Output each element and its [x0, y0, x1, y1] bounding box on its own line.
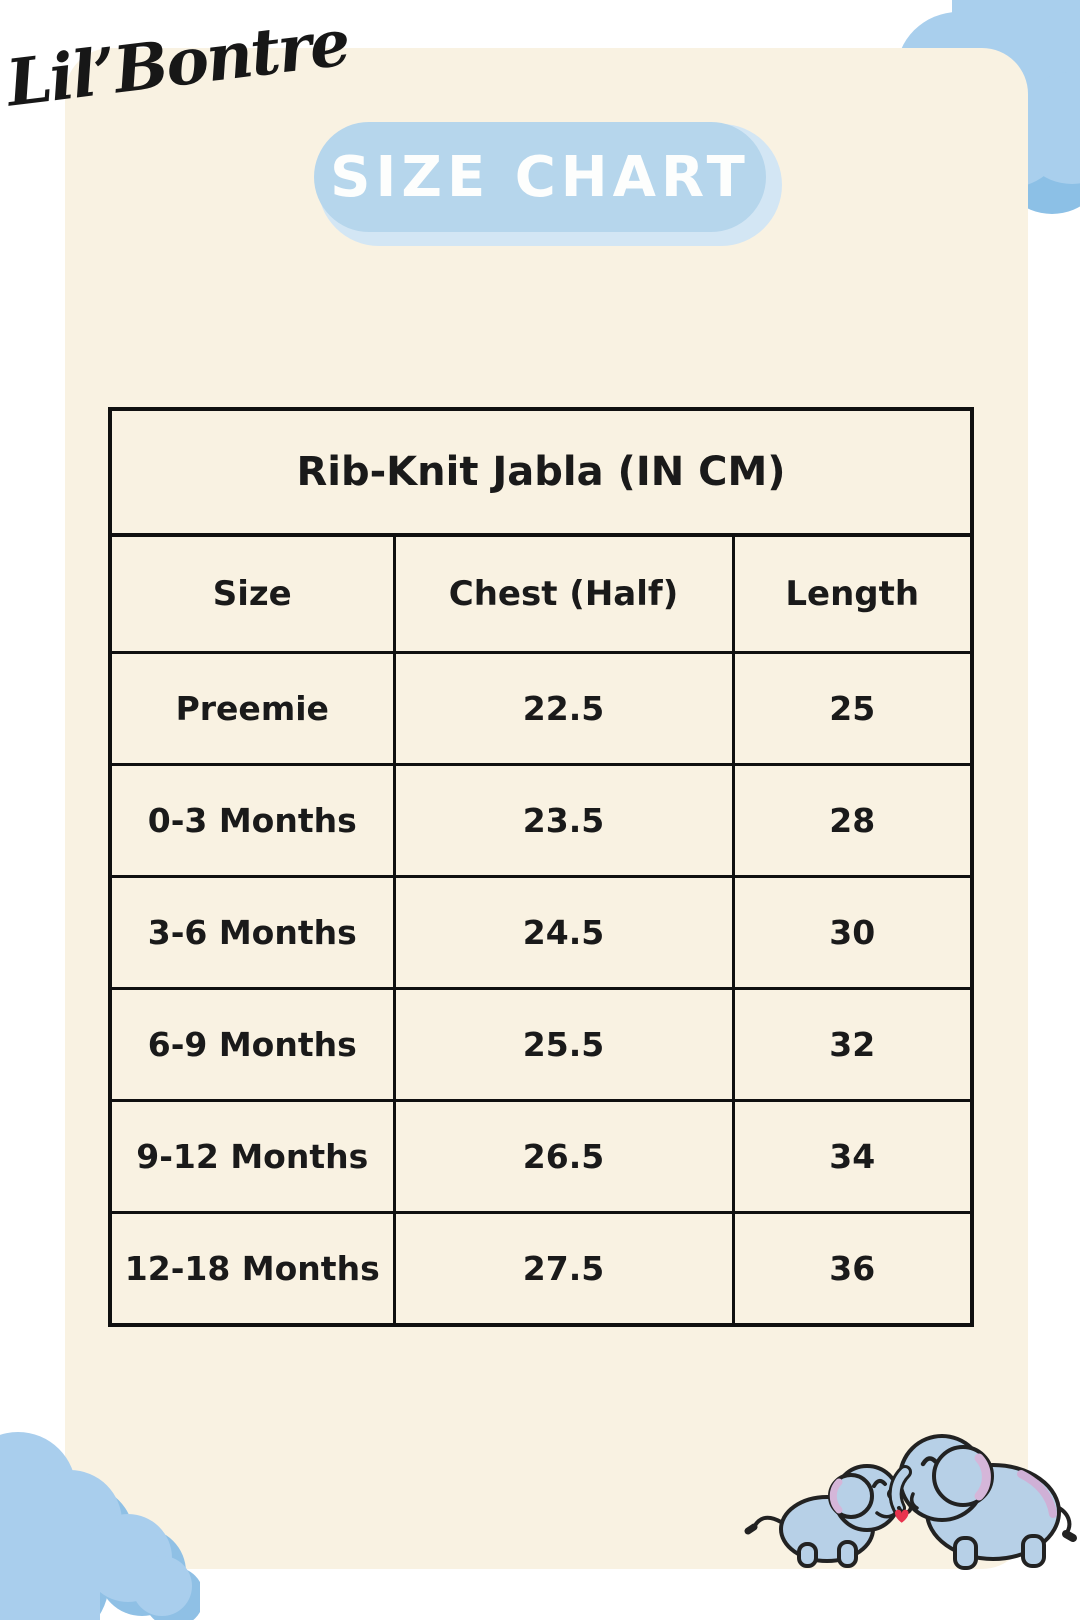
- table-row: 0-3 Months 23.5 28: [108, 763, 974, 878]
- size-chart-badge: SIZE CHART: [314, 122, 766, 232]
- chest-cell: 24.5: [392, 875, 735, 990]
- length-cell: 32: [731, 987, 974, 1102]
- table-header-row: Size Chest (Half) Length: [108, 533, 974, 654]
- table-row: 3-6 Months 24.5 30: [108, 875, 974, 990]
- column-header-chest: Chest (Half): [392, 533, 735, 654]
- chest-cell: 23.5: [392, 763, 735, 878]
- column-header-size: Size: [108, 533, 396, 654]
- cloud-icon: [0, 1432, 200, 1620]
- size-cell: 6-9 Months: [108, 987, 396, 1102]
- size-chart-badge-label: SIZE CHART: [330, 144, 750, 210]
- length-cell: 25: [731, 651, 974, 766]
- table-title: Rib-Knit Jabla (IN CM): [108, 407, 974, 537]
- chest-cell: 25.5: [392, 987, 735, 1102]
- size-cell: Preemie: [108, 651, 396, 766]
- table-row: 6-9 Months 25.5 32: [108, 987, 974, 1102]
- length-cell: 34: [731, 1099, 974, 1214]
- chest-cell: 27.5: [392, 1211, 735, 1327]
- size-cell: 0-3 Months: [108, 763, 396, 878]
- length-cell: 28: [731, 763, 974, 878]
- column-header-length: Length: [731, 533, 974, 654]
- table-title-row: Rib-Knit Jabla (IN CM): [108, 407, 974, 537]
- size-cell: 9-12 Months: [108, 1099, 396, 1214]
- chest-cell: 22.5: [392, 651, 735, 766]
- table-row: Preemie 22.5 25: [108, 651, 974, 766]
- heart-icon: [895, 1509, 909, 1523]
- table-row: 12-18 Months 27.5 36: [108, 1211, 974, 1327]
- size-table: Rib-Knit Jabla (IN CM) Size Chest (Half)…: [108, 407, 974, 1327]
- length-cell: 36: [731, 1211, 974, 1327]
- length-cell: 30: [731, 875, 974, 990]
- size-cell: 3-6 Months: [108, 875, 396, 990]
- elephants-icon: [744, 1434, 1077, 1570]
- table-row: 9-12 Months 26.5 34: [108, 1099, 974, 1214]
- chest-cell: 26.5: [392, 1099, 735, 1214]
- size-cell: 12-18 Months: [108, 1211, 396, 1327]
